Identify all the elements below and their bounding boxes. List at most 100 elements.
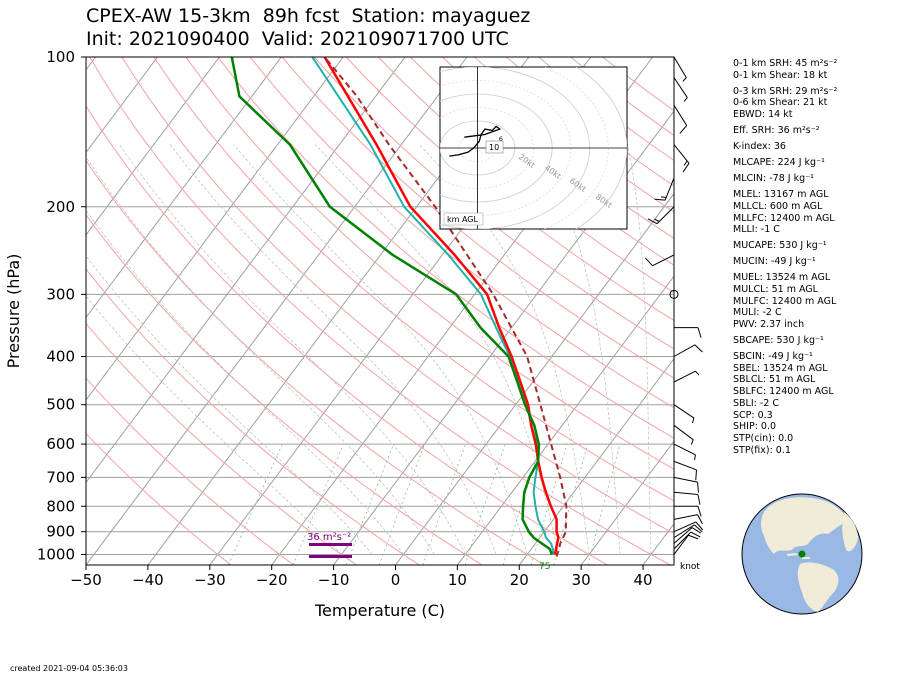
barb-flag: [697, 494, 701, 505]
barb-flag: [647, 218, 658, 225]
x-tick-label: 10: [448, 571, 467, 589]
index-line: Eff. SRH: 36 m²s⁻²: [733, 125, 820, 137]
barb-half-flag: [683, 97, 688, 102]
barb-flag: [645, 257, 653, 267]
dry-adiabat: [89, 57, 671, 565]
calm-wind-circle: [669, 289, 679, 299]
wind-barb: [673, 443, 696, 461]
wind-barb: [645, 254, 675, 267]
wind-barb: [673, 534, 699, 555]
index-line: MULI: -2 C: [733, 307, 782, 319]
south-america-shape: [797, 562, 839, 612]
hodo-trace-line: [449, 125, 502, 157]
mixing-ratio-line: [587, 443, 621, 565]
dry-adiabat: [281, 57, 674, 379]
hodo-height-label-10: 10: [489, 143, 499, 152]
barb-unit-label: knot: [680, 562, 700, 572]
temperature-profile-line: [323, 57, 560, 555]
parcel-profile-line: [323, 57, 568, 557]
moist-adiabat: [419, 144, 590, 555]
dry-adiabat: [86, 214, 483, 565]
mixing-ratio-line: [345, 443, 394, 565]
barb-flag: [695, 469, 697, 481]
moist-adiabat: [169, 144, 497, 555]
wind-barb: [673, 527, 702, 544]
wind-barb: [673, 531, 701, 550]
wind-barb: [673, 491, 701, 505]
dry-adiabat: [409, 57, 674, 266]
barb-shaft: [673, 77, 688, 98]
x-tick-label: 20: [510, 571, 529, 589]
wind-barb: [673, 77, 688, 102]
barb-flag: [695, 521, 704, 531]
location-globe: [741, 493, 863, 615]
wind-barb: [673, 476, 700, 493]
isotherm-line: [86, 57, 220, 236]
barb-flag: [688, 534, 699, 540]
y-tick-label: 500: [46, 396, 75, 414]
barb-flag: [691, 527, 702, 534]
y-tick-label: 200: [46, 198, 75, 216]
barb-flag: [697, 327, 702, 338]
isotherm-line: [86, 57, 406, 484]
station-marker: [798, 550, 806, 558]
wind-barb: [673, 344, 703, 357]
caribbean-islands: [786, 553, 810, 559]
isotherm-line: [86, 57, 158, 154]
x-tick-label: −30: [194, 571, 226, 589]
index-line: EBWD: 14 kt: [733, 109, 793, 121]
y-tick-label: 700: [46, 468, 75, 486]
moist-adiabat: [86, 209, 404, 555]
barb-flag: [682, 163, 690, 173]
index-line: SBLCL: 51 m AGL: [733, 374, 816, 386]
index-line: K-index: 36: [733, 141, 786, 153]
barb-flag: [697, 506, 702, 517]
wind-barb: [673, 424, 694, 445]
moist-adiabat: [86, 156, 435, 555]
index-line: PWV: 2.37 inch: [733, 319, 805, 330]
barb-flag: [697, 482, 700, 493]
x-tick-label: 40: [634, 571, 653, 589]
barb-shaft: [673, 514, 698, 520]
wind-barb: [674, 505, 702, 517]
wind-barb: [669, 289, 679, 299]
dry-adiabat: [86, 159, 545, 565]
barb-flag: [654, 198, 666, 201]
index-line: MUCIN: -49 J kg⁻¹: [733, 256, 816, 268]
barb-half-flag: [682, 77, 687, 82]
index-line: SBLFC: 12400 m AGL: [733, 386, 834, 398]
barb-shaft: [673, 460, 697, 471]
index-line: MLLI: -1 C: [733, 224, 780, 236]
barb-flag: [697, 514, 703, 525]
moist-adiabat: [119, 144, 466, 555]
dry-adiabat: [86, 104, 608, 565]
barb-shaft: [673, 344, 696, 357]
barb-half-flag: [694, 454, 696, 461]
isotherm-line: [580, 440, 674, 565]
index-line: MUEL: 13524 m AGL: [733, 272, 831, 284]
mixing-ratio-line: [464, 443, 506, 565]
x-tick-label: 0: [391, 571, 401, 589]
barb-shaft: [673, 527, 693, 544]
isotherm-line: [86, 57, 468, 565]
dry-adiabat: [185, 57, 674, 470]
hodo-agl-label: km AGL: [447, 215, 479, 224]
isotherm-line: [86, 57, 344, 401]
index-line: SBLI: -2 C: [733, 397, 779, 409]
barb-half-flag: [654, 218, 660, 223]
barb-half-flag: [695, 370, 700, 376]
dry-adiabat: [86, 322, 357, 565]
dry-adiabat: [86, 377, 294, 565]
isotherm-line: [86, 57, 282, 319]
index-line: SBCAPE: 530 J kg⁻¹: [733, 335, 824, 346]
barb-shaft: [673, 534, 689, 555]
mixing-ratio-line: [378, 443, 425, 565]
y-tick-label: 400: [46, 348, 75, 366]
isotherm-line: [395, 192, 674, 565]
created-timestamp: created 2021-09-04 05:36:03: [10, 664, 128, 673]
wind-barb: [673, 104, 688, 134]
barb-shaft: [673, 144, 690, 164]
index-line: STP(cin): 0.0: [733, 432, 794, 444]
barb-shaft: [673, 56, 687, 78]
y-tick-label: 100: [46, 48, 75, 66]
